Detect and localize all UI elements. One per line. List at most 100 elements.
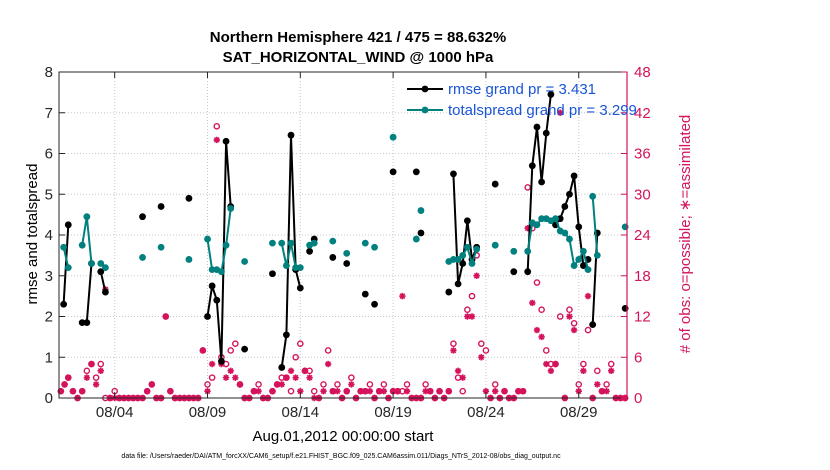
totalspread-point: [102, 264, 109, 271]
obs-assimilated-marker: [162, 313, 169, 320]
obs-possible-marker: [310, 387, 318, 395]
obs-assimilated-marker: [450, 347, 457, 354]
obs-assimilated-marker: [543, 360, 550, 368]
totalspread-point: [371, 243, 378, 251]
chart-subtitle: SAT_HORIZONTAL_WIND @ 1000 hPa: [223, 49, 494, 66]
obs-assimilated-marker: [422, 388, 429, 395]
chart-title: Northern Hemisphere 421 / 475 = 88.632%: [210, 29, 506, 46]
obs-possible-marker: [83, 367, 91, 375]
obs-assimilated-marker: [366, 388, 374, 395]
obs-assimilated-marker: [552, 360, 559, 368]
rmse-point: [222, 137, 230, 145]
axes: 08/04 08/09 08/14 08/19 08/24 08/290123456780…: [45, 64, 651, 421]
rmse-point: [185, 194, 193, 202]
y2-tick-label: 36: [634, 146, 651, 163]
obs-assimilated-marker: [533, 326, 541, 334]
rmse-point: [296, 284, 304, 292]
rmse-point: [533, 123, 541, 131]
obs-assimilated-marker: [329, 388, 336, 395]
totalspread-point: [97, 260, 105, 267]
obs-assimilated-marker: [88, 360, 95, 368]
totalspread-point: [241, 258, 249, 265]
obs-possible-marker: [213, 123, 221, 130]
totalspread-point: [510, 247, 518, 255]
obs-assimilated-marker: [283, 374, 290, 381]
obs-assimilated-marker: [273, 381, 281, 388]
obs-assimilated-marker: [83, 374, 91, 381]
obs-assimilated-marker: [566, 313, 573, 320]
obs-assimilated-marker: [222, 374, 230, 381]
rmse-point: [218, 357, 225, 365]
rmse-point: [389, 168, 397, 176]
obs-assimilated-marker: [236, 381, 244, 388]
rmse-point: [241, 345, 249, 353]
totalspread-legend-label: totalspread grand pr = 3.299: [448, 102, 637, 119]
rmse-legend-marker: [421, 85, 429, 93]
obs-assimilated-marker: [501, 388, 508, 395]
x-tick-label: 08/19: [374, 404, 412, 421]
obs-possible-marker: [227, 347, 234, 354]
obs-possible-marker: [594, 367, 601, 375]
obs-assimilated-marker: [492, 388, 499, 395]
totalspread-point: [491, 241, 499, 249]
rmse-point: [561, 203, 569, 210]
totalspread-point: [329, 237, 337, 245]
rmse-point: [204, 313, 211, 320]
obs-possible-marker: [524, 184, 531, 191]
rmse-legend-label: rmse grand pr = 3.431: [448, 81, 596, 98]
totalspread-point: [139, 254, 146, 261]
rmse-point: [361, 290, 369, 298]
obs-assimilated-marker: [208, 360, 216, 368]
plot-area: [59, 72, 627, 398]
totalspread-point: [389, 133, 397, 141]
totalspread-point: [575, 256, 583, 263]
obs-assimilated-marker: [278, 381, 285, 388]
obs-assimilated-marker: [362, 388, 369, 395]
obs-assimilated-marker: [598, 388, 606, 395]
totalspread-point: [83, 213, 91, 221]
y2-tick-label: 30: [634, 186, 651, 203]
rmse-point: [542, 129, 550, 137]
obs-assimilated-marker: [297, 388, 304, 395]
y-tick-label: 3: [45, 268, 53, 285]
totalspread-point: [561, 229, 569, 237]
obs-possible-marker: [566, 306, 573, 314]
y2-tick-label: 0: [634, 390, 642, 407]
y2-axis-label: # of obs: o=possible; ∗=assimilated: [677, 115, 694, 354]
obs-possible-marker: [92, 374, 100, 381]
obs-possible-marker: [287, 387, 295, 395]
totalspread-point: [204, 235, 211, 243]
obs-assimilated-marker: [57, 388, 65, 395]
obs-assimilated-marker: [464, 313, 471, 320]
x-axis-label: Aug.01,2012 00:00:00 start: [253, 428, 435, 445]
rmse-point: [269, 270, 276, 278]
totalspread-point: [459, 251, 467, 259]
y2-tick-label: 48: [634, 64, 651, 81]
rmse-point: [566, 190, 573, 198]
totalspread-point: [218, 268, 225, 276]
obs-possible-marker: [575, 381, 583, 388]
rmse-point: [547, 91, 555, 98]
obs-assimilated-marker: [519, 388, 527, 395]
obs-possible-marker: [97, 360, 105, 368]
y-tick-label: 6: [45, 146, 53, 163]
totalspread-point: [88, 260, 95, 267]
obs-assimilated-marker: [515, 388, 522, 395]
obs-possible-marker: [366, 381, 374, 388]
obs-assimilated-marker: [301, 367, 309, 375]
y-tick-label: 0: [45, 390, 53, 407]
obs-assimilated-marker: [69, 388, 77, 395]
obs-assimilated-marker: [594, 381, 601, 388]
y-tick-label: 1: [45, 349, 53, 366]
totalspread-point: [78, 241, 86, 249]
x-tick-label: 08/29: [560, 404, 598, 421]
legend: rmse grand pr = 3.431 totalspread grand p…: [407, 81, 637, 119]
obs-assimilated-marker: [478, 354, 485, 361]
obs-possible-marker: [232, 340, 239, 347]
y-tick-label: 7: [45, 105, 53, 122]
obs-assimilated-marker: [580, 367, 587, 375]
obs-possible-marker: [542, 347, 550, 354]
totalspread-point: [412, 235, 420, 243]
obs-possible-marker: [584, 326, 592, 334]
